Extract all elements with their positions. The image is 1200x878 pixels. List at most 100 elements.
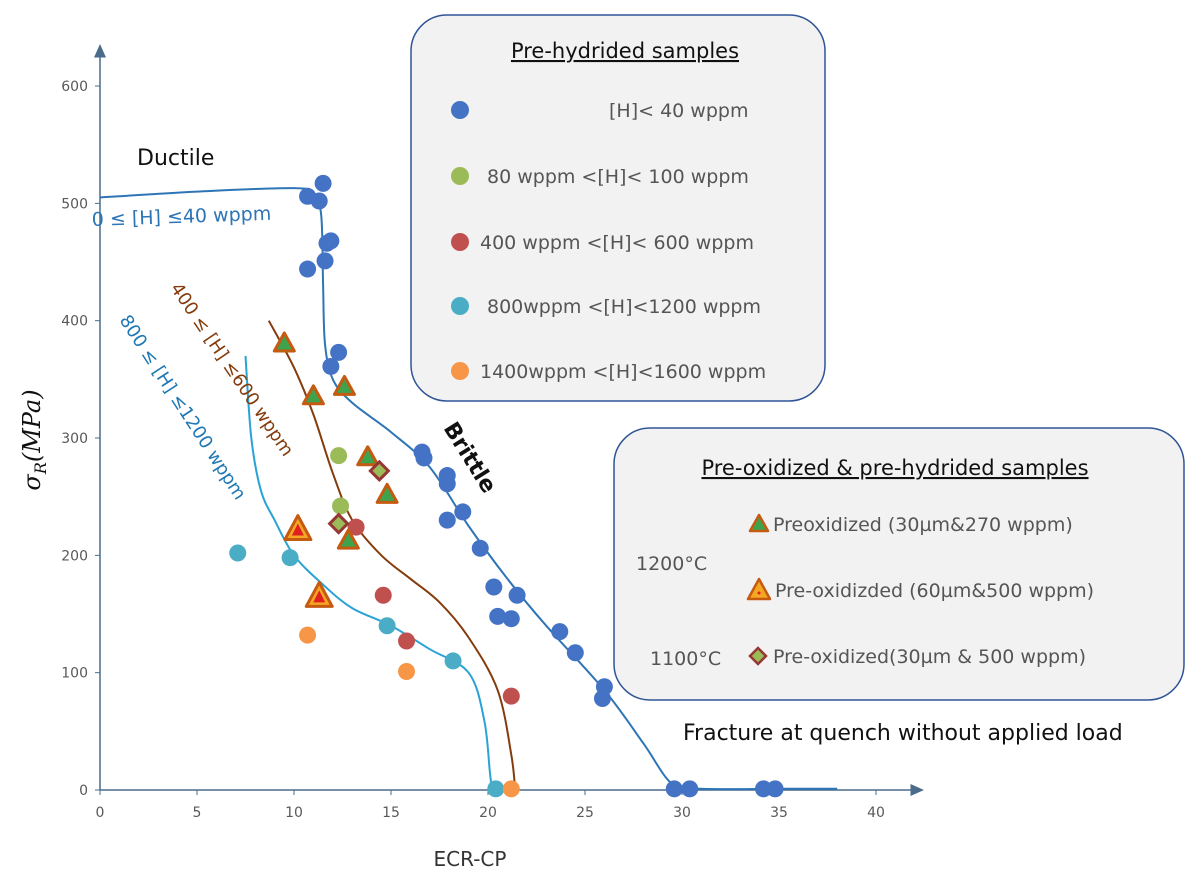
data-point xyxy=(681,780,699,798)
data-point-diamond xyxy=(368,459,391,482)
legend-pre-oxidized-title: Pre-oxidized & pre-hydrided samples xyxy=(701,456,1088,480)
data-point-triangle-green xyxy=(356,445,380,467)
data-point xyxy=(316,252,334,270)
data-point-triangle-green xyxy=(375,482,399,504)
y-axis-label-unit: (MPa) xyxy=(18,389,46,462)
x-tick-label: 20 xyxy=(479,805,497,821)
data-point xyxy=(378,617,396,635)
data-point xyxy=(593,689,611,707)
x-tick-label: 40 xyxy=(867,805,885,821)
data-point xyxy=(310,192,328,210)
legend-label-h40: [H]< 40 wppm xyxy=(609,100,748,122)
legend-pre-oxidized-items: Preoxidized (30µm&270 wppm) Pre-oxidizde… xyxy=(746,513,1094,668)
legend-marker-h1400-1600 xyxy=(451,362,469,380)
legend-marker-h400-600 xyxy=(451,233,469,251)
curve-label-800-1200: 800 ≤ [H] ≤1200 wppm xyxy=(115,311,250,504)
data-point xyxy=(281,549,299,567)
data-point xyxy=(332,497,350,515)
data-point xyxy=(322,232,340,250)
data-point xyxy=(299,626,317,644)
data-point xyxy=(299,260,317,278)
x-tick-label: 35 xyxy=(770,805,788,821)
y-tick-label: 0 xyxy=(79,783,88,799)
legend-marker-h40 xyxy=(451,101,469,119)
curve-label-0-40: 0 ≤ [H] ≤40 wppm xyxy=(91,203,271,231)
x-tick-label: 15 xyxy=(382,805,400,821)
legend-temp-1200: 1200°C xyxy=(636,553,707,575)
data-point xyxy=(438,511,456,529)
points-layer xyxy=(229,174,784,798)
data-point xyxy=(754,780,772,798)
legend-label-h1400-1600: 1400wppm <[H]<1600 wppm xyxy=(480,361,766,383)
data-point xyxy=(489,607,507,625)
data-point-triangle-green xyxy=(272,331,296,353)
data-point xyxy=(398,662,416,680)
data-point xyxy=(766,780,784,798)
legend-marker-preox-30-270 xyxy=(748,513,770,533)
data-point xyxy=(665,780,683,798)
legend-pre-hydrided-title: Pre-hydrided samples xyxy=(511,39,739,63)
legend-label-h400-600: 400 wppm <[H]< 600 wppm xyxy=(480,232,754,254)
legend-marker-h800-1200 xyxy=(451,297,469,315)
data-point xyxy=(502,687,520,705)
data-point xyxy=(502,610,520,628)
data-point-triangle-green xyxy=(336,528,360,550)
y-tick-label: 500 xyxy=(61,196,88,212)
data-point-triangle-red-core xyxy=(291,523,304,536)
data-point-triangle-red-core xyxy=(313,590,326,603)
curve-h400-600 xyxy=(267,320,517,791)
fracture-note: Fracture at quench without applied load xyxy=(683,721,1123,746)
y-tick-label: 600 xyxy=(61,79,88,95)
data-point xyxy=(229,544,247,562)
y-axis-label-symbol: σ xyxy=(18,474,46,491)
y-axis-label-subscript: R xyxy=(31,462,50,475)
data-point-triangle-green xyxy=(301,384,325,406)
legend-label-preox-30-270: Preoxidized (30µm&270 wppm) xyxy=(773,514,1073,536)
legend-pre-oxidized-box xyxy=(613,427,1185,701)
y-tick-label: 100 xyxy=(61,666,88,682)
y-tick-label: 300 xyxy=(61,431,88,447)
data-point xyxy=(314,174,332,192)
data-point xyxy=(322,357,340,375)
legend-marker-preox-30-500 xyxy=(748,646,768,666)
data-point-triangle-green xyxy=(332,374,356,396)
data-point xyxy=(454,503,472,521)
x-tick-label: 0 xyxy=(96,805,105,821)
data-point xyxy=(330,343,348,361)
legend-label-h800-1200: 800wppm <[H]<1200 wppm xyxy=(487,296,761,318)
legend-pre-hydrided-box xyxy=(410,14,826,402)
data-point xyxy=(508,586,526,604)
curve-label-400-600: 400 ≤ [H] ≤600 wppm xyxy=(166,279,298,460)
data-point xyxy=(485,578,503,596)
data-point xyxy=(374,586,392,604)
x-tick-label: 5 xyxy=(193,805,202,821)
data-point xyxy=(347,518,365,536)
x-axis-label: ECR-CP xyxy=(434,847,507,871)
data-point xyxy=(551,623,569,641)
ductile-label: Ductile xyxy=(137,146,214,171)
curve-h800-1200 xyxy=(244,355,493,791)
x-tick-label: 10 xyxy=(285,805,303,821)
data-point xyxy=(330,447,348,465)
data-point-diamond xyxy=(327,512,350,535)
legend-label-preox-60-500: Pre-oxidizded (60µm&500 wppm) xyxy=(775,580,1094,602)
legend-temp-1100: 1100°C xyxy=(650,648,721,670)
y-tick-label: 200 xyxy=(61,548,88,564)
data-point xyxy=(415,449,433,467)
data-point xyxy=(471,539,489,557)
data-point xyxy=(398,632,416,650)
x-tick-label: 25 xyxy=(576,805,594,821)
legend-marker-h80-100 xyxy=(451,167,469,185)
data-point xyxy=(444,652,462,670)
data-point xyxy=(502,780,520,798)
legend-label-h80-100: 80 wppm <[H]< 100 wppm xyxy=(487,166,749,188)
y-tick-label: 400 xyxy=(61,314,88,330)
y-axis-label: σR(MPa) xyxy=(18,389,50,490)
data-point xyxy=(487,780,505,798)
data-point xyxy=(566,644,584,662)
legend-label-preox-30-500: Pre-oxidized(30µm & 500 wppm) xyxy=(773,646,1086,668)
legend-pre-hydrided-items: [H]< 40 wppm 80 wppm <[H]< 100 wppm 400 … xyxy=(451,100,766,383)
x-tick-label: 30 xyxy=(673,805,691,821)
